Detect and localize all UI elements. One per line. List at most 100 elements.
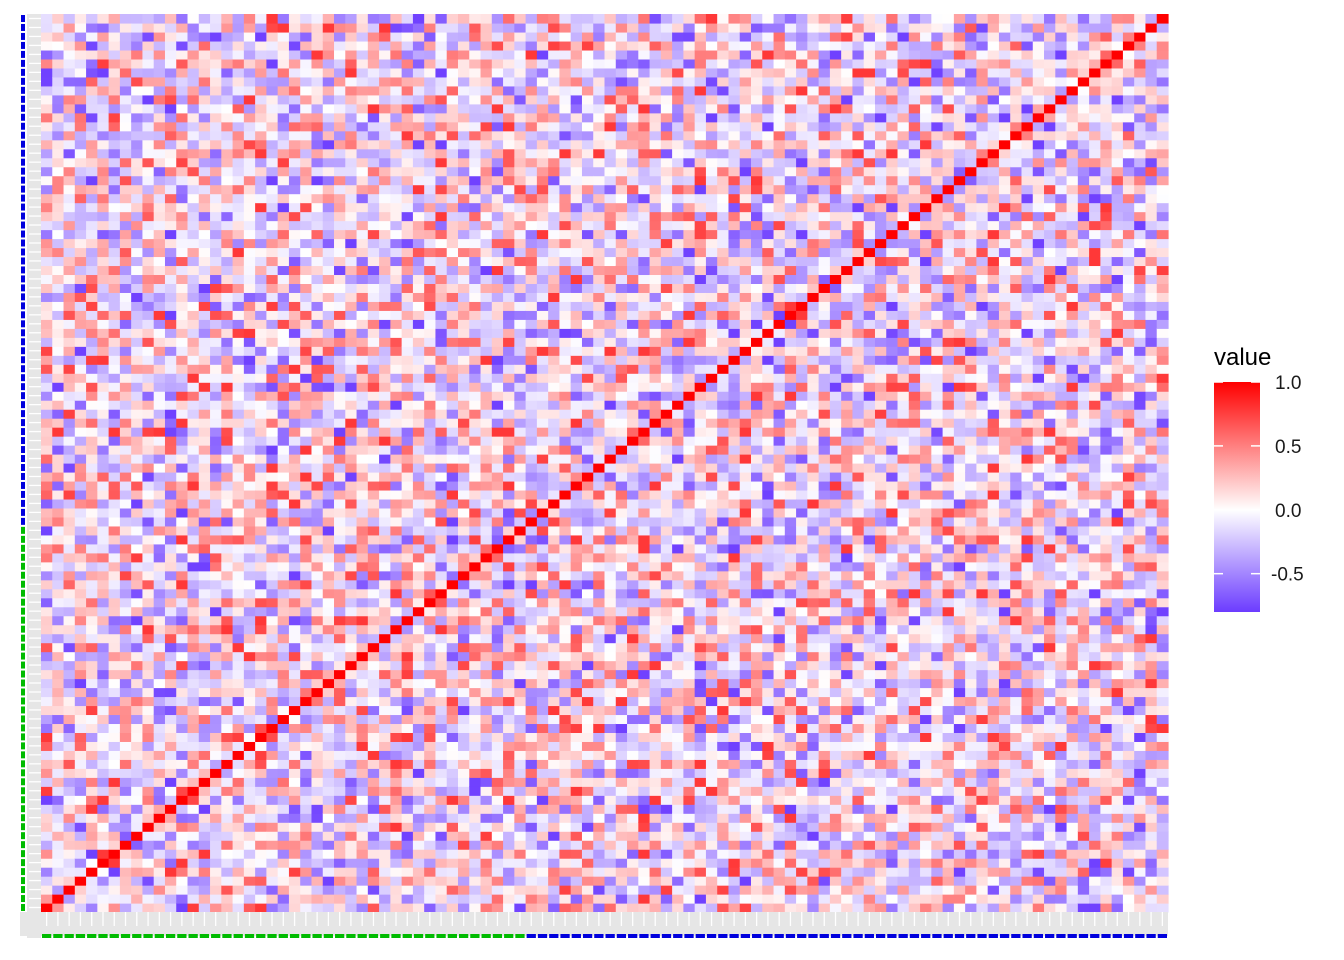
heatmap-cell: [221, 507, 234, 518]
heatmap-cell: [108, 804, 121, 814]
heatmap-cell: [288, 364, 301, 374]
heatmap-cell: [277, 130, 290, 141]
heatmap-cell: [536, 274, 549, 284]
heatmap-cell: [288, 687, 301, 698]
heatmap-cell: [401, 202, 414, 213]
heatmap-cell: [367, 364, 380, 374]
heatmap-cell: [593, 876, 606, 886]
heatmap-cell: [446, 543, 459, 554]
heatmap-cell: [97, 85, 110, 96]
heatmap-cell: [153, 319, 166, 329]
heatmap-cell: [345, 157, 358, 168]
heatmap-cell: [288, 292, 301, 302]
heatmap-cell: [356, 678, 369, 689]
heatmap-cell: [52, 175, 65, 186]
heatmap-cell: [311, 876, 324, 886]
heatmap-cell: [187, 229, 200, 240]
heatmap-cell: [412, 454, 425, 464]
heatmap-cell: [164, 202, 177, 213]
heatmap-cell: [131, 283, 144, 293]
heatmap-cell: [480, 867, 493, 877]
heatmap-cell: [345, 310, 358, 320]
heatmap-cell: [311, 337, 324, 347]
heatmap-cell: [52, 364, 65, 374]
heatmap-cell: [108, 498, 121, 509]
heatmap-cell: [435, 732, 448, 742]
heatmap-cell: [581, 94, 594, 105]
heatmap-cell: [243, 445, 256, 455]
heatmap-cell: [322, 301, 335, 311]
heatmap-cell: [322, 94, 335, 105]
heatmap-cell: [367, 202, 380, 213]
heatmap-cell: [367, 211, 380, 222]
heatmap-cell: [288, 427, 301, 437]
heatmap-cell: [593, 382, 606, 392]
heatmap-cell: [435, 606, 448, 617]
heatmap-cell: [131, 669, 144, 680]
heatmap-cell: [469, 903, 482, 913]
heatmap-cell: [435, 445, 448, 455]
heatmap-cell: [322, 795, 335, 805]
heatmap-cell: [525, 570, 538, 581]
heatmap-cell: [300, 786, 313, 796]
heatmap-cell: [536, 67, 549, 78]
heatmap-cell: [266, 822, 279, 832]
heatmap-cell: [311, 561, 324, 572]
heatmap-cell: [119, 337, 132, 347]
heatmap-cell: [525, 858, 538, 868]
heatmap-cell: [514, 651, 527, 662]
heatmap-cell: [198, 642, 211, 653]
heatmap-cell: [503, 112, 515, 123]
heatmap-cell: [243, 858, 256, 868]
heatmap-cell: [41, 121, 53, 132]
heatmap-cell: [536, 22, 549, 33]
heatmap-cell: [548, 597, 561, 608]
heatmap-cell: [52, 786, 65, 796]
heatmap-cell: [164, 768, 177, 778]
heatmap-cell: [86, 67, 98, 78]
heatmap-cell: [97, 121, 110, 132]
heatmap-cell: [277, 400, 290, 410]
heatmap-cell: [379, 858, 391, 868]
heatmap-cell: [277, 202, 290, 213]
heatmap-cell: [435, 229, 448, 240]
heatmap-cell: [322, 570, 335, 581]
heatmap-cell: [390, 238, 403, 249]
heatmap-cell: [221, 525, 234, 536]
heatmap-cell: [164, 561, 177, 572]
heatmap-cell: [356, 705, 369, 716]
heatmap-cell: [390, 310, 403, 320]
heatmap-cell: [559, 498, 572, 509]
heatmap-cell: [548, 274, 561, 284]
heatmap-cell: [52, 22, 65, 33]
heatmap-cell: [52, 759, 65, 769]
heatmap-cell: [367, 705, 380, 716]
heatmap-cell: [142, 445, 155, 455]
heatmap-cell: [300, 885, 313, 895]
heatmap-cell: [367, 804, 380, 814]
heatmap-cell: [232, 400, 245, 410]
heatmap-cell: [514, 786, 527, 796]
heatmap-cell: [581, 193, 594, 204]
heatmap-cell: [131, 112, 144, 123]
heatmap-cell: [491, 813, 504, 823]
heatmap-cell: [131, 723, 144, 733]
heatmap-cell: [334, 67, 346, 78]
heatmap-cell: [548, 579, 561, 590]
heatmap-cell: [593, 768, 606, 778]
heatmap-cell: [198, 265, 211, 276]
heatmap-cell: [131, 292, 144, 302]
heatmap-cell: [210, 76, 222, 87]
heatmap-cell: [74, 292, 87, 302]
heatmap-cell: [491, 247, 504, 258]
heatmap-cell: [570, 480, 583, 491]
heatmap-cell: [266, 498, 279, 509]
heatmap-cell: [435, 85, 448, 96]
heatmap-cell: [525, 274, 538, 284]
heatmap-cell: [334, 804, 346, 814]
heatmap-cell: [367, 301, 380, 311]
heatmap-cell: [525, 786, 538, 796]
heatmap-cell: [593, 732, 606, 742]
heatmap-cell: [300, 391, 313, 401]
heatmap-cell: [198, 669, 211, 680]
